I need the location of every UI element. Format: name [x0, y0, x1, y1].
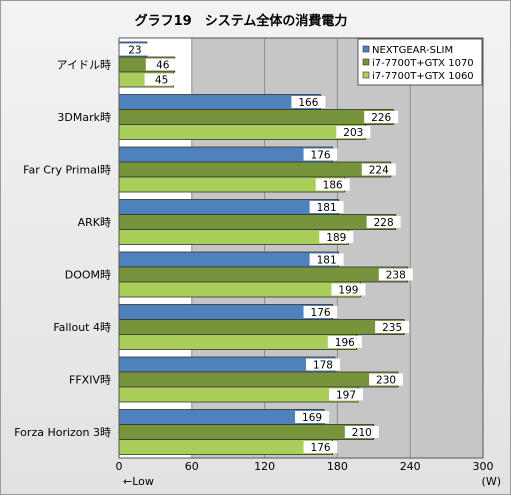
- value-label: 197: [336, 390, 356, 402]
- chart-title: グラフ19 システム全体の消費電力: [135, 13, 348, 29]
- x-tick-label: 0: [116, 460, 123, 473]
- value-label-box: [295, 411, 330, 423]
- value-label-box: [344, 426, 379, 438]
- value-label: 186: [323, 180, 343, 192]
- bar-0-4: [118, 251, 340, 268]
- bar-2-1: [118, 124, 366, 140]
- value-label: 176: [311, 150, 331, 162]
- category-label: Fallout 4時: [53, 321, 111, 334]
- value-label: 176: [311, 442, 331, 454]
- value-label: 230: [376, 375, 396, 387]
- value-label-box: [303, 148, 338, 161]
- value-label-box: [327, 336, 362, 348]
- bar-2-4: [118, 281, 361, 298]
- value-label: 166: [298, 97, 318, 109]
- legend-swatch-2: [362, 71, 370, 79]
- bar-2-6: [118, 386, 359, 403]
- unit-label: (W): [482, 475, 501, 488]
- legend-entry-0: NEXTGEAR-SLIM: [372, 45, 453, 56]
- legend-entry-1: i7-7700T+GTX 1070: [372, 58, 474, 69]
- bar-0-2: [118, 146, 333, 163]
- bar-2-2: [118, 176, 346, 193]
- bar-1-2: [118, 161, 392, 178]
- legend-swatch-0: [362, 45, 370, 53]
- category-label: Forza Horizon 3時: [14, 426, 111, 439]
- value-label-box: [331, 283, 366, 296]
- x-tick-label: 180: [327, 460, 348, 473]
- bar-1-6: [118, 371, 399, 388]
- value-label-box: [309, 201, 344, 213]
- value-label: 178: [313, 360, 333, 372]
- value-label-box: [336, 126, 371, 138]
- value-label-box: [291, 96, 326, 108]
- value-label: 226: [371, 112, 391, 124]
- value-label-box: [305, 358, 340, 371]
- legend-entry-2: i7-7700T+GTX 1060: [372, 71, 474, 82]
- legend-box: [357, 38, 483, 86]
- value-label: 199: [338, 285, 358, 297]
- bar-1-3: [118, 214, 397, 230]
- value-label: 224: [369, 165, 389, 177]
- bar-0-7: [118, 409, 325, 425]
- value-label-box: [369, 373, 404, 386]
- value-label: 189: [326, 232, 346, 244]
- value-label-box: [144, 73, 179, 86]
- bar-0-6: [118, 356, 336, 373]
- value-label: 23: [128, 45, 141, 57]
- bar-1-1: [118, 109, 394, 125]
- bar-0-1: [118, 94, 321, 110]
- category-label: Far Cry Primal時: [23, 164, 111, 177]
- value-label: 169: [302, 412, 322, 424]
- value-label-box: [309, 253, 344, 266]
- value-label-box: [315, 178, 350, 191]
- bar-2-5: [118, 334, 358, 350]
- value-label-box: [366, 216, 401, 228]
- value-label-box: [361, 163, 396, 176]
- value-label: 181: [317, 202, 337, 214]
- value-label-box: [329, 388, 364, 401]
- value-label: 181: [317, 255, 337, 267]
- value-label: 46: [156, 60, 170, 72]
- x-tick-label: 60: [185, 460, 199, 473]
- x-tick-label: 300: [473, 460, 494, 473]
- value-label-box: [303, 441, 338, 453]
- legend-swatch-1: [362, 58, 370, 66]
- category-label: 3DMark時: [57, 111, 111, 124]
- value-label: 203: [343, 127, 363, 139]
- value-label-box: [375, 321, 410, 333]
- category-label: アイドル時: [57, 59, 111, 72]
- value-label: 196: [335, 337, 355, 349]
- value-label: 45: [155, 75, 168, 87]
- bar-2-7: [118, 439, 333, 455]
- bar-0-3: [118, 199, 340, 215]
- bar-0-5: [118, 304, 333, 320]
- value-label-box: [319, 231, 354, 243]
- value-label-box: [303, 306, 338, 318]
- value-label-box: [378, 268, 413, 281]
- value-label-box: [117, 43, 152, 56]
- value-label: 228: [374, 217, 394, 229]
- x-tick-label: 240: [400, 460, 421, 473]
- bar-2-3: [118, 229, 349, 245]
- value-label: 235: [382, 322, 402, 334]
- value-label-box: [364, 111, 399, 123]
- direction-label: ←Low: [123, 475, 154, 488]
- category-label: DOOM時: [65, 269, 111, 282]
- plot-border: [118, 37, 484, 459]
- value-label: 210: [352, 427, 372, 439]
- category-label: FFXIV時: [69, 374, 111, 387]
- bar-1-5: [118, 319, 405, 335]
- value-label: 238: [386, 270, 406, 282]
- x-tick-label: 120: [254, 460, 275, 473]
- value-label: 176: [311, 307, 331, 319]
- category-label: ARK時: [78, 216, 111, 229]
- value-label-box: [145, 58, 180, 71]
- bar-1-4: [118, 266, 409, 283]
- bar-1-7: [118, 424, 375, 440]
